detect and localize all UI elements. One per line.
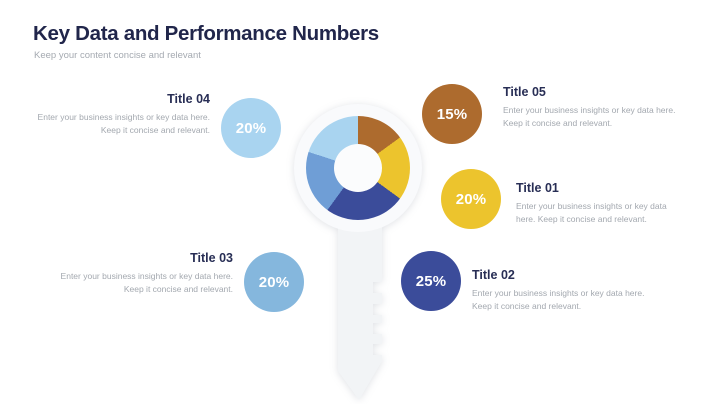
kpi-description-title-05: Enter your business insights or key data… bbox=[503, 105, 676, 128]
kpi-title-title-04: Title 04 bbox=[167, 92, 210, 106]
kpi-title-title-02: Title 02 bbox=[472, 268, 515, 282]
kpi-description-title-04: Enter your business insights or key data… bbox=[37, 112, 210, 135]
kpi-title-title-03: Title 03 bbox=[190, 251, 233, 265]
kpi-description-title-03: Enter your business insights or key data… bbox=[60, 271, 233, 294]
slide-title: Key Data and Performance Numbers bbox=[33, 22, 379, 45]
kpi-item-title-03: Title 03 Enter your business insights or… bbox=[53, 251, 233, 296]
kpi-title-title-01: Title 01 bbox=[516, 181, 559, 195]
donut-chart bbox=[306, 116, 410, 220]
kpi-title-title-05: Title 05 bbox=[503, 85, 546, 99]
kpi-value-title-04: 20% bbox=[235, 119, 267, 137]
kpi-value-title-03: 20% bbox=[258, 273, 290, 291]
kpi-description-title-02: Enter your business insights or key data… bbox=[472, 288, 645, 311]
kpi-value-title-01: 20% bbox=[455, 190, 487, 208]
kpi-bubble-title-05: 15% bbox=[422, 84, 482, 144]
kpi-item-title-04: Title 04 Enter your business insights or… bbox=[30, 92, 210, 137]
kpi-bubble-title-01: 20% bbox=[441, 169, 501, 229]
kpi-item-title-05: Title 05 Enter your business insights or… bbox=[503, 85, 678, 130]
kpi-bubble-title-04: 20% bbox=[221, 98, 281, 158]
kpi-description-title-01: Enter your business insights or key data… bbox=[516, 201, 667, 224]
key-stem bbox=[338, 212, 382, 400]
kpi-value-title-05: 15% bbox=[436, 105, 468, 123]
slide-subtitle: Keep your content concise and relevant bbox=[34, 50, 201, 61]
kpi-item-title-02: Title 02 Enter your business insights or… bbox=[472, 268, 647, 313]
kpi-value-title-02: 25% bbox=[415, 272, 447, 290]
kpi-item-title-01: Title 01 Enter your business insights or… bbox=[516, 181, 674, 226]
kpi-bubble-title-03: 20% bbox=[244, 252, 304, 312]
donut-hole bbox=[334, 144, 382, 192]
kpi-bubble-title-02: 25% bbox=[401, 251, 461, 311]
